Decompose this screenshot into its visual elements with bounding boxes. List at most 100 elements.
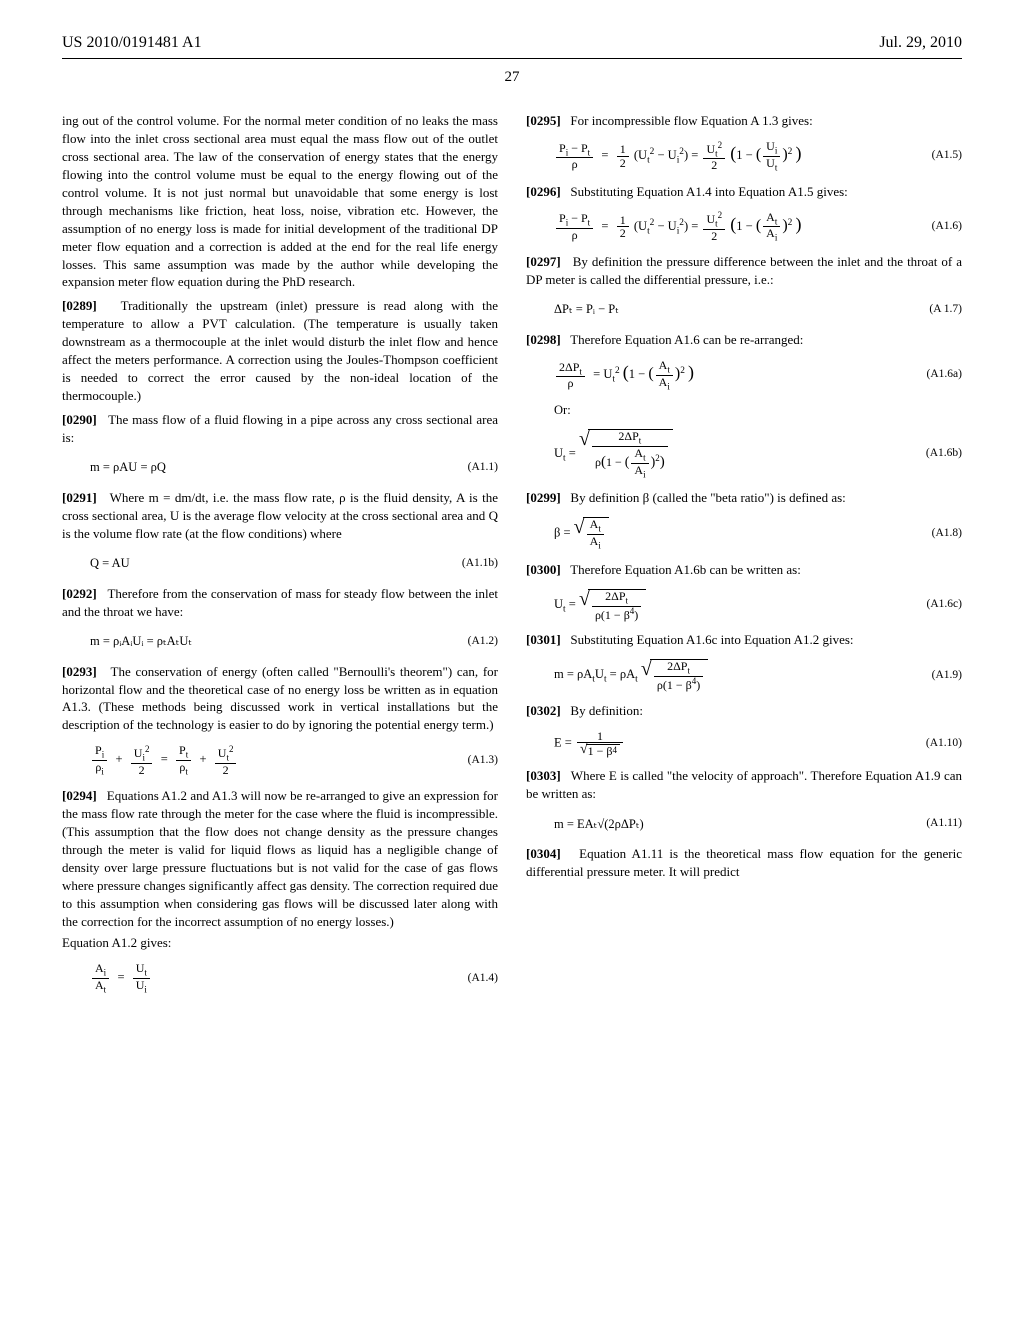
para-0304: [0304] Equation A1.11 is the theoretical… xyxy=(526,845,962,881)
para-text: Therefore Equation A1.6b can be written … xyxy=(570,562,801,577)
para-number: [0291] xyxy=(62,490,97,505)
patent-page: US 2010/0191481 A1 Jul. 29, 2010 27 ing … xyxy=(0,0,1024,1320)
para-0297: [0297] By definition the pressure differ… xyxy=(526,253,962,289)
para-number: [0290] xyxy=(62,412,97,427)
equation-number: (A1.2) xyxy=(454,634,498,650)
equation-a1-6c: Ut = √ 2ΔPtρ(1 − β4) (A1.6c) xyxy=(554,589,962,621)
equation-number: (A1.1b) xyxy=(448,556,498,572)
lead-paragraph: ing out of the control volume. For the n… xyxy=(62,112,498,291)
equation-body: AiAt = UtUi xyxy=(90,962,152,995)
para-number: [0296] xyxy=(526,184,561,199)
equation-a1-7: ΔPₜ = Pᵢ − Pₜ (A 1.7) xyxy=(554,299,962,321)
para-text: By definition the pressure difference be… xyxy=(526,254,962,287)
para-text: Substituting Equation A1.6c into Equatio… xyxy=(570,632,853,647)
equation-a1-3: Piρi + Ui22 = Ptρt + Ut22 (A1.3) xyxy=(90,744,498,777)
para-number: [0298] xyxy=(526,332,561,347)
para-text: By definition β (called the "beta ratio"… xyxy=(570,490,845,505)
equation-body: m = EAₜ√(2ρΔPₜ) xyxy=(554,816,644,833)
equation-body: m = ρAU = ρQ xyxy=(90,459,166,476)
equation-a1-5: Pi − Ptρ = 12 (Ut2 − Ui2) = Ut22 (1 − (U… xyxy=(554,140,962,173)
equation-body: m = ρᵢAᵢUᵢ = ρₜAₜUₜ xyxy=(90,633,192,650)
para-number: [0303] xyxy=(526,768,561,783)
equation-number: (A1.11) xyxy=(912,816,962,832)
equation-body: Q = AU xyxy=(90,555,130,572)
equation-number: (A1.6b) xyxy=(912,446,962,462)
page-number: 27 xyxy=(62,69,962,86)
para-0300: [0300] Therefore Equation A1.6b can be w… xyxy=(526,561,962,579)
equation-body: E = 1 √1 − β4 xyxy=(554,730,625,758)
equation-a1-6: Pi − Ptρ = 12 (Ut2 − Ui2) = Ut22 (1 − (A… xyxy=(554,211,962,244)
para-number: [0299] xyxy=(526,490,561,505)
para-number: [0289] xyxy=(62,298,97,313)
para-0295: [0295] For incompressible flow Equation … xyxy=(526,112,962,130)
equation-body: Ut = √ 2ΔPt ρ(1 − (AtAi)2) xyxy=(554,429,673,479)
para-0293: [0293] The conservation of energy (often… xyxy=(62,663,498,735)
para-number: [0292] xyxy=(62,586,97,601)
equation-number: (A1.1) xyxy=(454,460,498,476)
equation-number: (A1.3) xyxy=(454,753,498,769)
para-0302: [0302] By definition: xyxy=(526,702,962,720)
para-number: [0301] xyxy=(526,632,561,647)
equation-a1-6a: 2ΔPtρ = Ut2 (1 − (AtAi)2 ) (A1.6a) xyxy=(554,359,962,392)
para-0289: [0289] Traditionally the upstream (inlet… xyxy=(62,297,498,405)
para-number: [0294] xyxy=(62,788,97,803)
equation-number: (A1.6) xyxy=(918,219,962,235)
para-text: Therefore Equation A1.6 can be re-arrang… xyxy=(570,332,803,347)
equation-number: (A1.5) xyxy=(918,148,962,164)
para-number: [0297] xyxy=(526,254,561,269)
para-number: [0293] xyxy=(62,664,97,679)
para-text: Traditionally the upstream (inlet) press… xyxy=(62,298,498,403)
publication-number: US 2010/0191481 A1 xyxy=(62,34,202,52)
equation-a1-8: β = √ AtAi (A1.8) xyxy=(554,517,962,551)
para-0301: [0301] Substituting Equation A1.6c into … xyxy=(526,631,962,649)
equation-a1-4: AiAt = UtUi (A1.4) xyxy=(90,962,498,995)
para-0299: [0299] By definition β (called the "beta… xyxy=(526,489,962,507)
para-number: [0304] xyxy=(526,846,561,861)
para-number: [0302] xyxy=(526,703,561,718)
para-0303: [0303] Where E is called "the velocity o… xyxy=(526,767,962,803)
equation-number: (A1.6a) xyxy=(913,367,962,383)
para-0294: [0294] Equations A1.2 and A1.3 will now … xyxy=(62,787,498,931)
equation-a1-1: m = ρAU = ρQ (A1.1) xyxy=(90,457,498,479)
equation-body: Ut = √ 2ΔPtρ(1 − β4) xyxy=(554,589,646,621)
para-text: The conservation of energy (often called… xyxy=(62,664,498,733)
para-text: By definition: xyxy=(570,703,643,718)
equation-body: Pi − Ptρ = 12 (Ut2 − Ui2) = Ut22 (1 − (A… xyxy=(554,211,801,244)
equation-body: β = √ AtAi xyxy=(554,517,609,551)
equation-a1-9: m = ρAtUt = ρAt √ 2ΔPtρ(1 − β4) (A1.9) xyxy=(554,659,962,691)
para-text: Equations A1.2 and A1.3 will now be re-a… xyxy=(62,788,498,929)
equation-number: (A1.9) xyxy=(918,668,962,684)
para-0298: [0298] Therefore Equation A1.6 can be re… xyxy=(526,331,962,349)
page-header: US 2010/0191481 A1 Jul. 29, 2010 xyxy=(62,34,962,52)
publication-date: Jul. 29, 2010 xyxy=(879,34,962,52)
equation-number: (A 1.7) xyxy=(915,302,962,318)
equation-body: ΔPₜ = Pᵢ − Pₜ xyxy=(554,301,619,318)
or-label: Or: xyxy=(554,402,962,419)
equation-number: (A1.6c) xyxy=(913,597,962,613)
para-text: Where E is called "the velocity of appro… xyxy=(526,768,962,801)
para-0292: [0292] Therefore from the conservation o… xyxy=(62,585,498,621)
equation-a1-11: m = EAₜ√(2ρΔPₜ) (A1.11) xyxy=(554,813,962,835)
column-left: ing out of the control volume. For the n… xyxy=(62,112,498,1005)
para-text: Substituting Equation A1.4 into Equation… xyxy=(570,184,847,199)
equation-number: (A1.8) xyxy=(918,526,962,542)
para-0296: [0296] Substituting Equation A1.4 into E… xyxy=(526,183,962,201)
equation-a1-2: m = ρᵢAᵢUᵢ = ρₜAₜUₜ (A1.2) xyxy=(90,631,498,653)
equation-body: m = ρAtUt = ρAt √ 2ΔPtρ(1 − β4) xyxy=(554,659,708,691)
para-number: [0295] xyxy=(526,113,561,128)
para-text: Equation A1.11 is the theoretical mass f… xyxy=(526,846,962,879)
para-text: Where m = dm/dt, i.e. the mass flow rate… xyxy=(62,490,498,541)
two-column-body: ing out of the control volume. For the n… xyxy=(62,112,962,1005)
para-0291: [0291] Where m = dm/dt, i.e. the mass fl… xyxy=(62,489,498,543)
para-text: Therefore from the conservation of mass … xyxy=(62,586,498,619)
para-0290: [0290] The mass flow of a fluid flowing … xyxy=(62,411,498,447)
equation-a1-10: E = 1 √1 − β4 (A1.10) xyxy=(554,730,962,758)
equation-body: Pi − Ptρ = 12 (Ut2 − Ui2) = Ut22 (1 − (U… xyxy=(554,140,801,173)
equation-a1-1b: Q = AU (A1.1b) xyxy=(90,553,498,575)
column-right: [0295] For incompressible flow Equation … xyxy=(526,112,962,1005)
equation-body: Piρi + Ui22 = Ptρt + Ut22 xyxy=(90,744,238,777)
equation-number: (A1.10) xyxy=(912,736,962,752)
header-rule xyxy=(62,58,962,59)
para-text: For incompressible flow Equation A 1.3 g… xyxy=(570,113,812,128)
para-0294b: Equation A1.2 gives: xyxy=(62,934,498,952)
